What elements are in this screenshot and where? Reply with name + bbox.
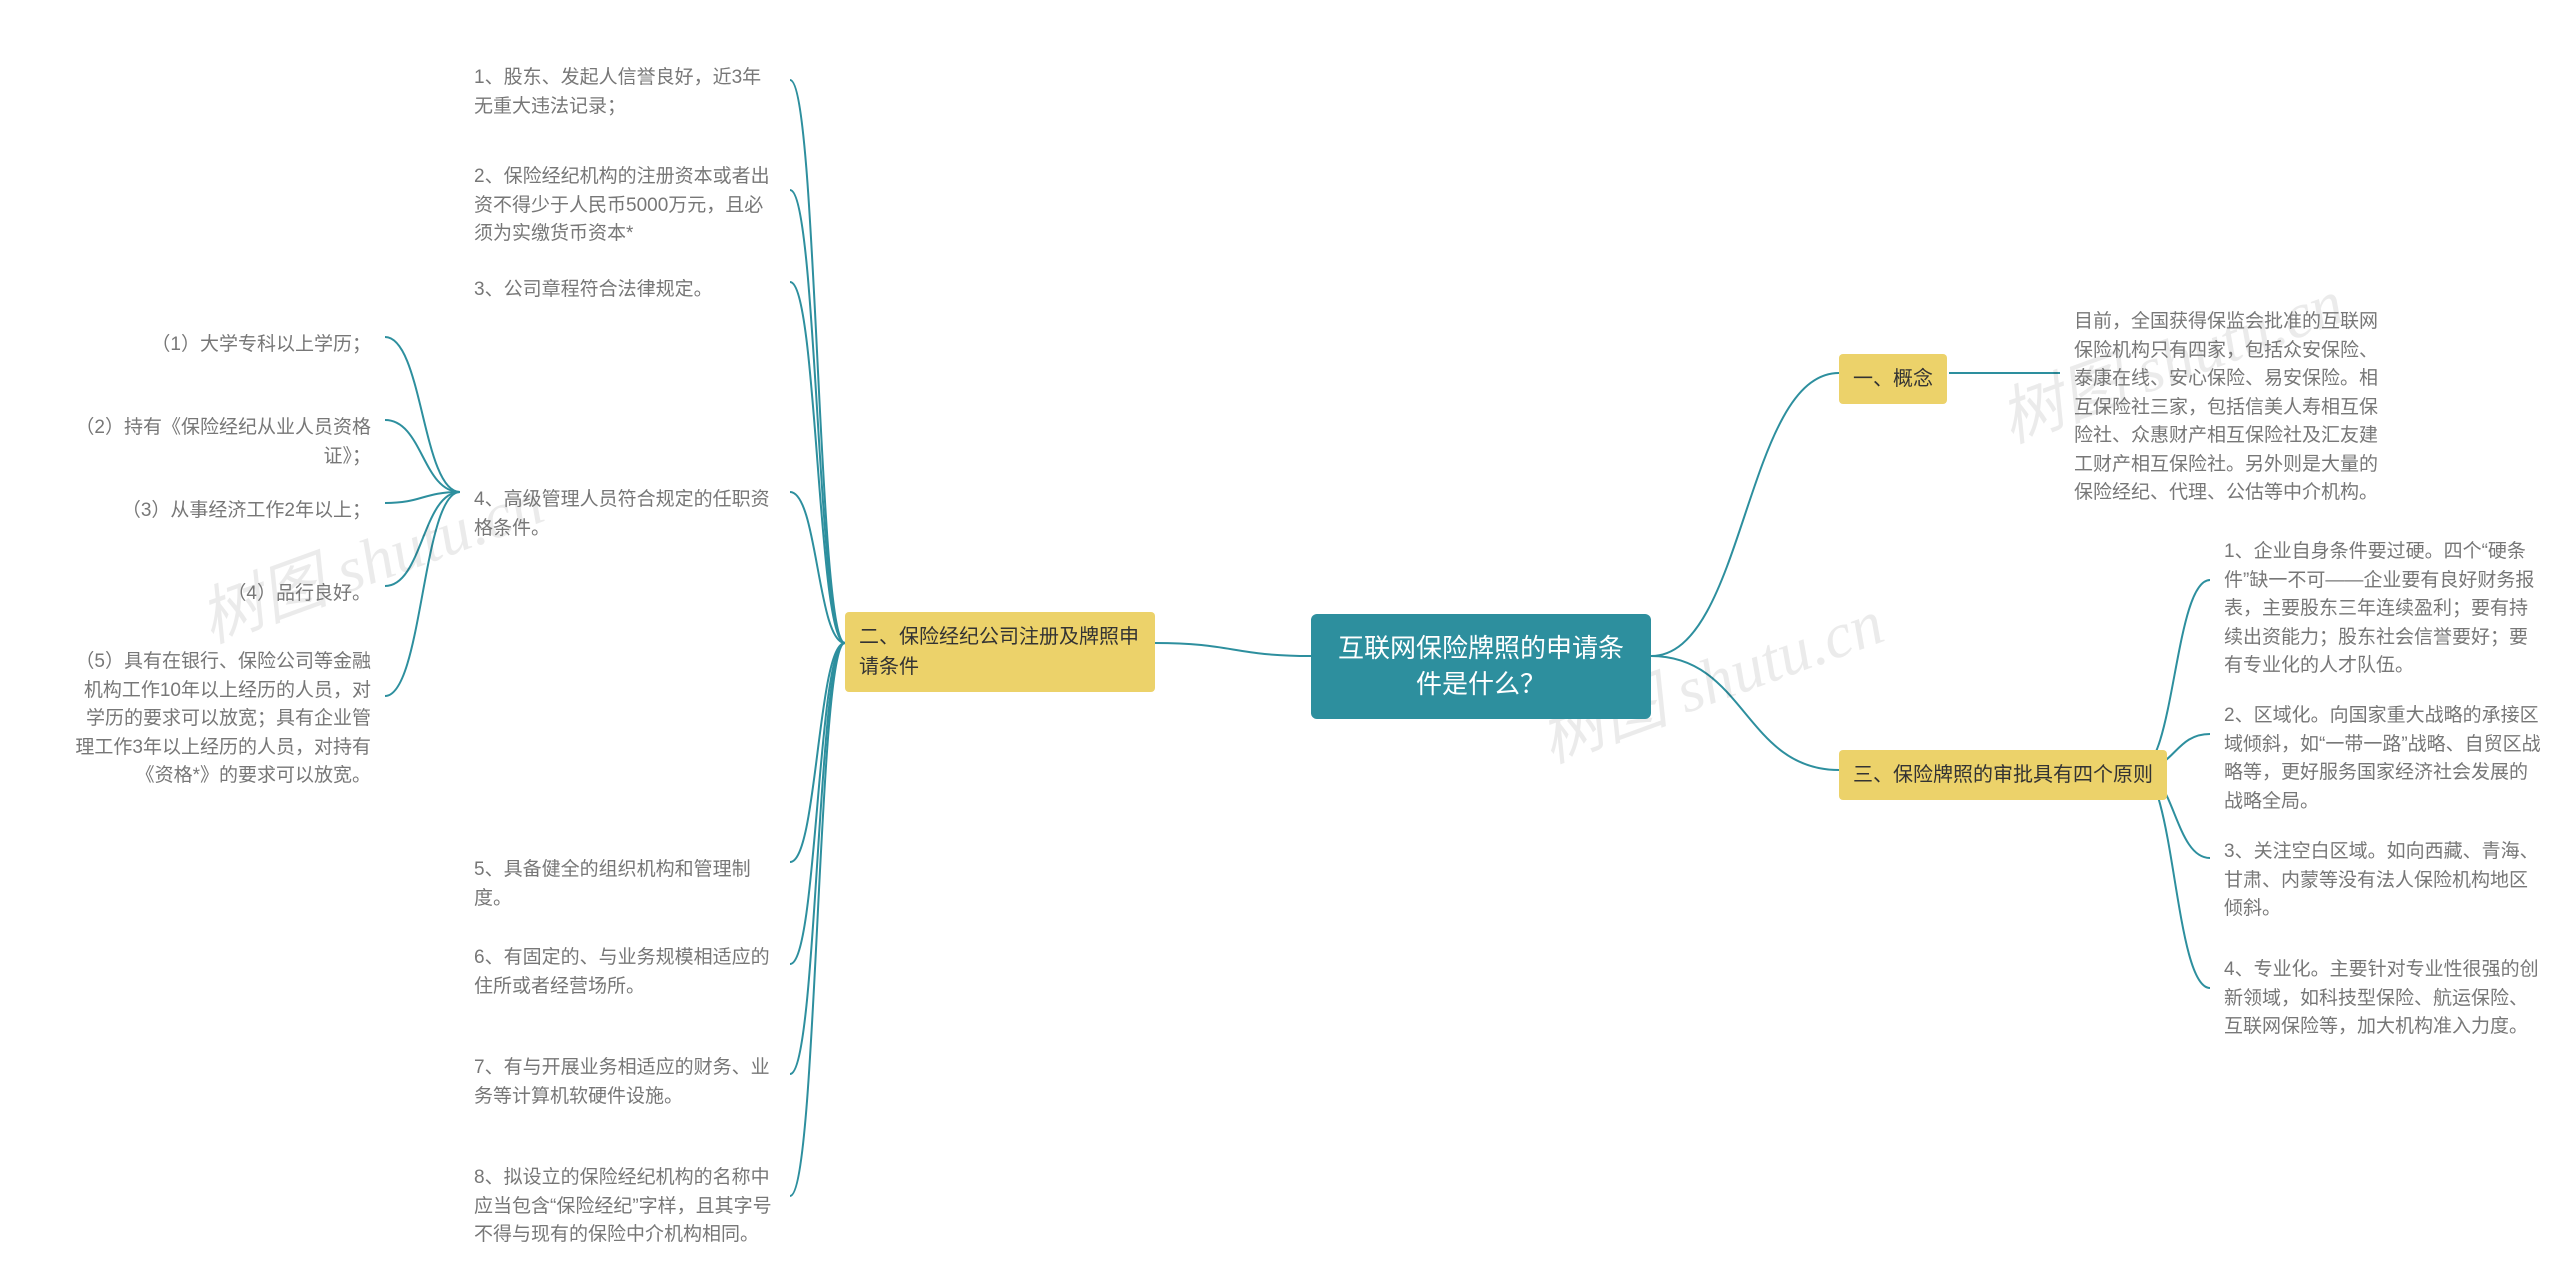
leaf-node: 6、有固定的、与业务规模相适应的住所或者经营场所。 xyxy=(460,936,790,1009)
leaf-node: 2、区域化。向国家重大战略的承接区域倾斜，如“一带一路”战略、自贸区战略等，更好… xyxy=(2210,694,2555,824)
root-node[interactable]: 互联网保险牌照的申请条件是什么？ xyxy=(1311,614,1651,719)
leaf-node: （4）品行良好。 xyxy=(55,572,385,617)
leaf-node: （1）大学专科以上学历； xyxy=(55,323,385,368)
leaf-node: 3、关注空白区域。如向西藏、青海、甘肃、内蒙等没有法人保险机构地区倾斜。 xyxy=(2210,830,2555,932)
leaf-node: 2、保险经纪机构的注册资本或者出资不得少于人民币5000万元，且必须为实缴货币资… xyxy=(460,155,790,257)
leaf-node: （2）持有《保险经纪从业人员资格证》； xyxy=(55,406,385,479)
leaf-node: 8、拟设立的保险经纪机构的名称中应当包含“保险经纪”字样，且其字号不得与现有的保… xyxy=(460,1156,790,1258)
leaf-node: 4、高级管理人员符合规定的任职资格条件。 xyxy=(460,478,790,551)
leaf-node: 4、专业化。主要针对专业性很强的创新领域，如科技型保险、航运保险、互联网保险等，… xyxy=(2210,948,2555,1050)
leaf-node: 1、股东、发起人信誉良好，近3年无重大违法记录； xyxy=(460,56,790,129)
leaf-node: 7、有与开展业务相适应的财务、业务等计算机软硬件设施。 xyxy=(460,1046,790,1119)
leaf-node: 3、公司章程符合法律规定。 xyxy=(460,268,790,313)
leaf-node: 目前，全国获得保监会批准的互联网保险机构只有四家，包括众安保险、泰康在线、安心保… xyxy=(2060,300,2405,516)
leaf-node: 5、具备健全的组织机构和管理制度。 xyxy=(460,848,790,921)
branch-conditions[interactable]: 二、保险经纪公司注册及牌照申请条件 xyxy=(845,612,1155,692)
leaf-node: （3）从事经济工作2年以上； xyxy=(55,489,385,534)
branch-concept[interactable]: 一、概念 xyxy=(1839,354,1947,404)
leaf-node: 1、企业自身条件要过硬。四个“硬条件”缺一不可——企业要有良好财务报表，主要股东… xyxy=(2210,530,2555,689)
leaf-node: （5）具有在银行、保险公司等金融机构工作10年以上经历的人员，对学历的要求可以放… xyxy=(55,640,385,799)
branch-principles[interactable]: 三、保险牌照的审批具有四个原则 xyxy=(1839,750,2167,800)
